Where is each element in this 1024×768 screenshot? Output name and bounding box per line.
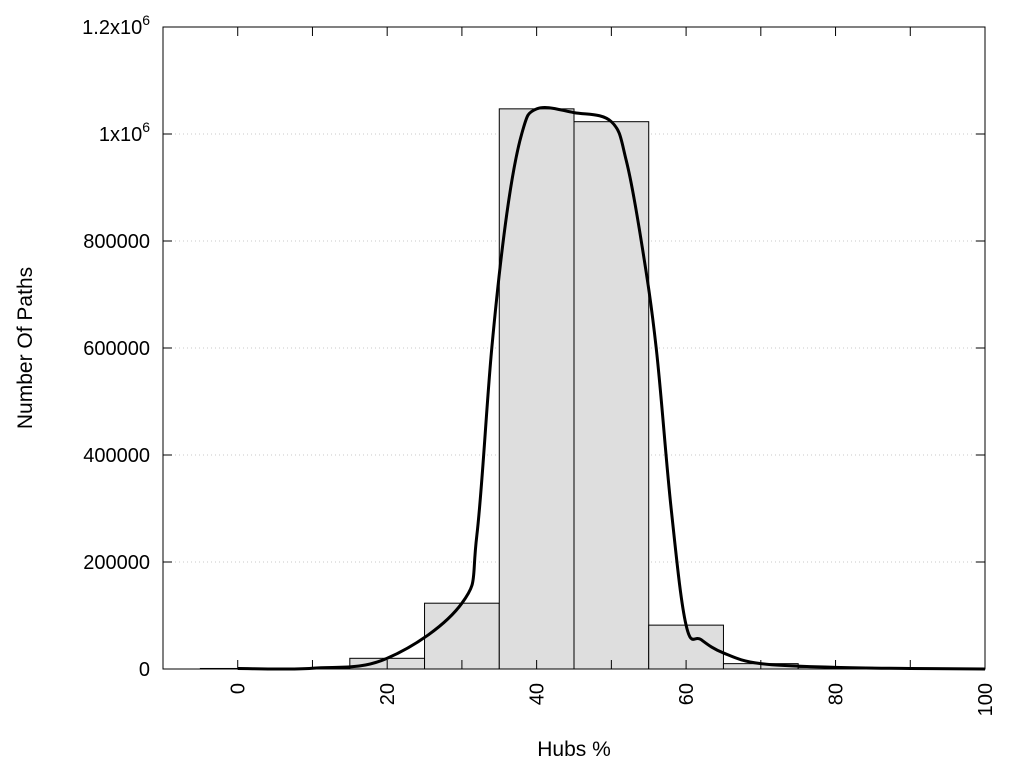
y-tick-label: 0 [139, 659, 150, 681]
y-tick-label: 200000 [83, 552, 150, 574]
y-tick-label: 1.2x106 [82, 12, 150, 39]
x-tick-labels: 0 20 40 60 80 100 [228, 683, 997, 716]
ticks [163, 26, 986, 670]
y-axis-title: Number Of Paths [14, 267, 37, 429]
x-tick-label: 20 [377, 683, 399, 705]
y-tick-label: 1x106 [99, 119, 150, 146]
fit-curve-line [237, 105, 986, 671]
y-tick-label: 800000 [83, 231, 150, 253]
histogram-bar [573, 121, 650, 670]
y-tick-labels: 0 200000 400000 600000 800000 1x106 1.2x106 [82, 12, 150, 681]
x-tick-label: 60 [676, 683, 698, 705]
bars [199, 108, 949, 670]
grid-lines [163, 133, 985, 563]
x-tick-label: 0 [228, 683, 250, 694]
y-tick-label: 600000 [83, 338, 150, 360]
fit-curve [237, 105, 986, 671]
histogram-bar [424, 602, 500, 670]
x-axis-title: Hubs % [537, 738, 611, 761]
y-tick-label: 400000 [83, 445, 150, 467]
x-tick-label: 80 [826, 683, 848, 705]
x-tick-label: 100 [975, 683, 997, 716]
x-tick-label: 40 [527, 683, 549, 705]
